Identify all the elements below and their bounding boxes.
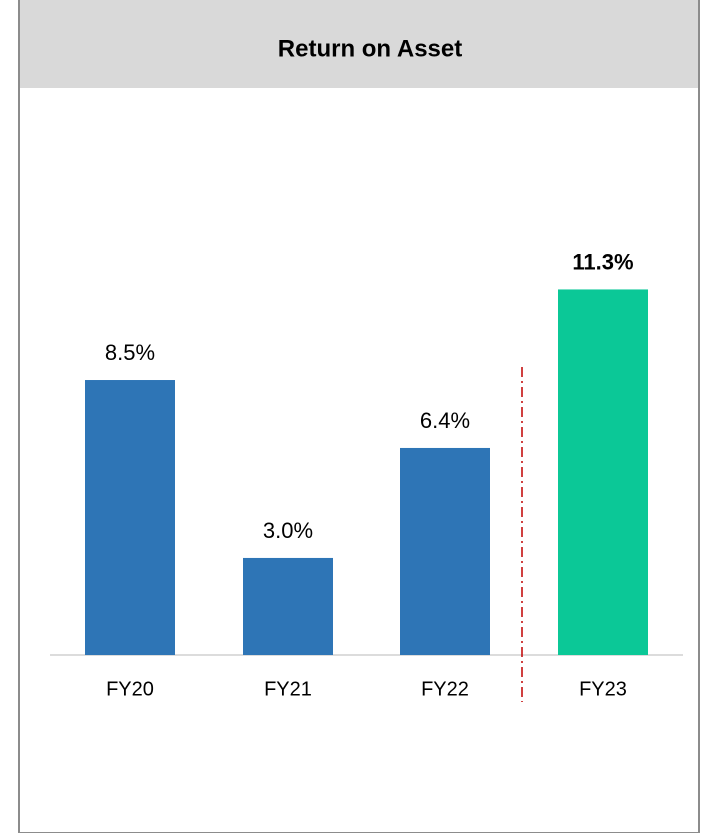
value-label: 3.0% [263, 518, 313, 543]
header [20, 0, 698, 88]
x-tick-label: FY20 [106, 678, 154, 700]
chart-title: Return on Asset [278, 35, 462, 62]
value-label: 6.4% [420, 408, 470, 433]
bar [243, 557, 333, 655]
x-tick-label: FY23 [579, 678, 627, 700]
bar [400, 447, 490, 655]
bar [85, 380, 175, 655]
value-label: 8.5% [105, 340, 155, 365]
bar [558, 289, 648, 655]
x-tick-label: FY21 [264, 678, 312, 700]
x-tick-label: FY22 [421, 678, 469, 700]
value-label: 11.3% [572, 249, 633, 274]
